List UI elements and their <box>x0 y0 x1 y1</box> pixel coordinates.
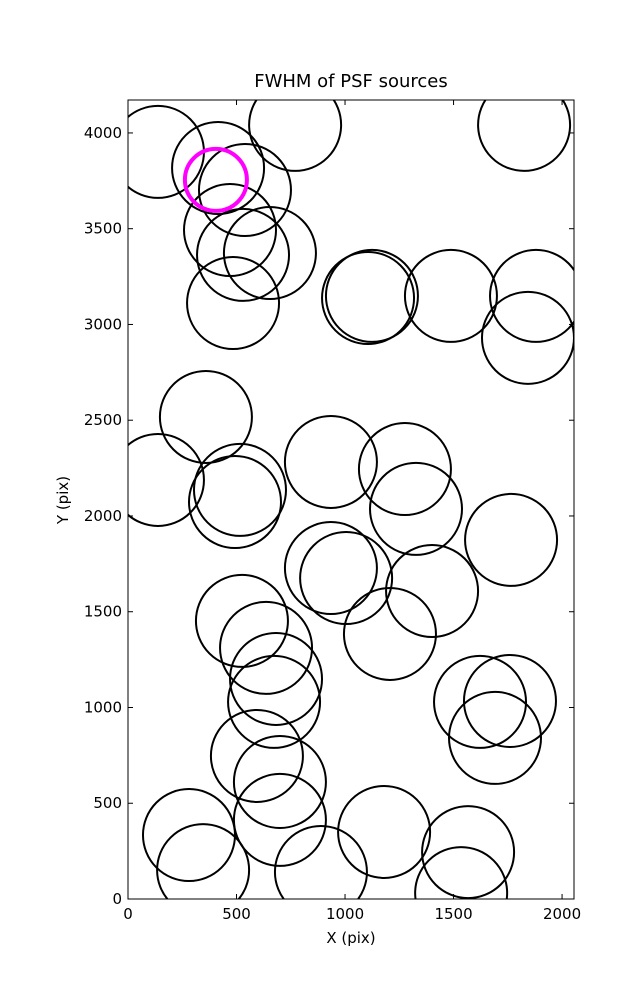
point <box>283 521 378 616</box>
point <box>232 772 327 867</box>
point <box>209 708 304 803</box>
point <box>421 805 516 899</box>
point <box>299 531 394 626</box>
y-tick-label: 500 <box>93 794 122 812</box>
point <box>192 442 287 537</box>
chart-title: FWHM of PSF sources <box>254 71 448 92</box>
y-tick-label: 4000 <box>84 124 122 142</box>
point <box>194 573 289 668</box>
highlight-point <box>182 146 249 213</box>
point <box>357 422 452 517</box>
point <box>227 654 322 749</box>
point <box>273 825 368 899</box>
point <box>489 248 574 343</box>
y-axis-label: Y (pix) <box>54 476 72 525</box>
point <box>337 784 432 879</box>
point <box>385 544 480 639</box>
point <box>342 586 437 681</box>
y-tick-label: 2500 <box>84 411 122 429</box>
point <box>229 631 324 726</box>
point <box>197 143 292 238</box>
point <box>171 120 266 215</box>
point <box>141 788 236 883</box>
point <box>448 690 543 785</box>
point <box>414 846 509 899</box>
point <box>248 100 343 172</box>
y-tick-label: 3500 <box>84 220 122 238</box>
point <box>321 251 416 346</box>
plot-area <box>128 100 574 899</box>
y-tick-label: 3000 <box>84 315 122 333</box>
point <box>219 600 314 695</box>
x-axis-label: X (pix) <box>326 929 375 947</box>
y-tick-label: 1000 <box>84 698 122 716</box>
y-tick-label: 1500 <box>84 603 122 621</box>
point <box>187 454 282 549</box>
point <box>128 432 205 527</box>
point <box>462 653 557 748</box>
x-tick-label: 0 <box>123 905 133 923</box>
axes-frame <box>127 99 575 900</box>
y-tick-label: 0 <box>112 890 122 908</box>
point <box>158 369 253 464</box>
point <box>369 461 464 556</box>
point <box>477 100 572 172</box>
point <box>324 248 419 343</box>
point <box>433 654 528 749</box>
point <box>186 256 281 351</box>
point <box>283 414 378 509</box>
x-tick-label: 500 <box>222 905 251 923</box>
point <box>196 207 291 302</box>
point <box>464 492 559 587</box>
point <box>156 823 251 899</box>
point <box>232 734 327 829</box>
y-tick-label: 2000 <box>84 507 122 525</box>
x-tick-label: 2000 <box>543 905 581 923</box>
x-tick-label: 1000 <box>326 905 364 923</box>
x-tick-label: 1500 <box>434 905 472 923</box>
point <box>403 248 498 343</box>
point <box>222 206 317 301</box>
